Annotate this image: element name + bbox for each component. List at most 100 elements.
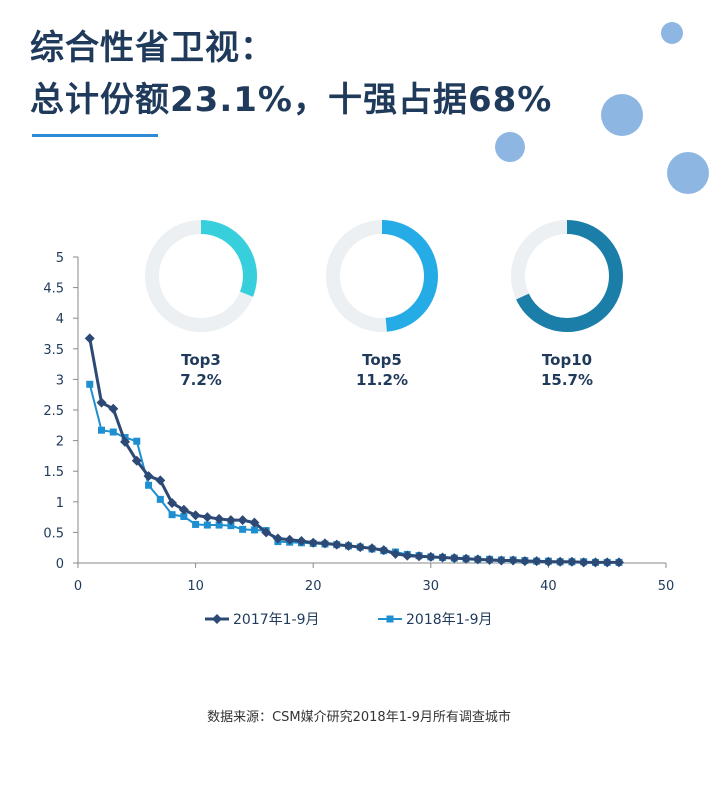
- data-point-2017: [272, 533, 283, 544]
- decor-bubble-2: [601, 94, 643, 136]
- data-point-2017: [414, 551, 425, 562]
- series-line-0: [88, 338, 619, 564]
- x-tick-label: 20: [305, 579, 322, 594]
- data-point-2018: [203, 521, 211, 529]
- title-line-1: 综合性省卫视：: [30, 28, 275, 68]
- data-point-2017: [237, 515, 248, 526]
- donut-name: Top3: [181, 351, 221, 369]
- donut-value: 7.2%: [180, 371, 222, 389]
- y-tick-label: 4: [56, 312, 64, 327]
- donut-value: 11.2%: [355, 371, 409, 389]
- data-point-2017: [390, 548, 401, 559]
- data-point-2017: [402, 550, 413, 561]
- data-point-2017: [378, 545, 389, 556]
- data-point-2017: [143, 471, 154, 482]
- legend-label: 2018年1-9月: [406, 612, 493, 628]
- y-tick-label: 3: [56, 373, 64, 388]
- y-tick-label: 0.5: [43, 526, 64, 541]
- title-underline: [32, 134, 158, 137]
- data-point-2017: [437, 552, 448, 563]
- x-tick-label: 0: [74, 579, 82, 594]
- legend-marker: [386, 615, 394, 623]
- data-point-2017: [449, 553, 460, 564]
- data-point-2017: [425, 551, 436, 562]
- y-tick-label: 3.5: [43, 343, 64, 358]
- data-point-2017: [202, 512, 213, 523]
- data-point-2017: [155, 475, 166, 486]
- data-point-2017: [496, 555, 507, 566]
- data-point-2018: [168, 511, 176, 519]
- x-tick-label: 50: [658, 579, 675, 594]
- data-point-2017: [308, 537, 319, 548]
- data-point-2017: [566, 556, 577, 567]
- y-tick-label: 1: [56, 496, 64, 511]
- data-point-2017: [543, 556, 554, 567]
- data-point-2017: [214, 513, 225, 524]
- data-point-2017: [249, 517, 260, 528]
- data-point-2018: [145, 481, 153, 489]
- data-point-2017: [319, 538, 330, 549]
- data-point-2017: [296, 535, 307, 546]
- title-line-2: 总计份额23.1%，十强占据68%: [30, 80, 553, 120]
- data-point-2017: [367, 543, 377, 554]
- data-point-2017: [613, 557, 624, 568]
- decor-bubble-4: [667, 152, 709, 194]
- donut-label-top10: Top10 15.7%: [502, 350, 632, 390]
- data-point-2017: [355, 542, 366, 553]
- data-point-2017: [508, 555, 519, 566]
- data-point-2017: [590, 557, 601, 568]
- data-point-2018: [133, 437, 141, 445]
- y-tick-label: 0: [56, 557, 64, 572]
- donut-label-top3: Top3 7.2%: [136, 350, 266, 390]
- donut-arc: [145, 220, 257, 332]
- legend-label: 2017年1-9月: [233, 612, 320, 628]
- data-point-2017: [472, 554, 483, 565]
- donut-top3: [145, 220, 257, 332]
- data-point-2017: [343, 540, 354, 551]
- donut-value: 15.7%: [540, 371, 594, 389]
- data-point-2018: [98, 426, 106, 434]
- donut-name: Top10: [541, 351, 593, 369]
- data-point-2017: [84, 333, 95, 344]
- donut-top10: [511, 220, 623, 332]
- data-point-2018: [86, 380, 94, 388]
- x-tick-label: 10: [187, 579, 204, 594]
- legend-marker: [212, 614, 222, 624]
- data-point-2018: [192, 520, 200, 528]
- data-point-2017: [225, 515, 236, 526]
- data-point-2017: [284, 534, 295, 545]
- data-point-2017: [96, 397, 107, 408]
- y-tick-label: 5: [56, 251, 64, 266]
- series-line-1: [88, 384, 619, 564]
- data-point-2017: [131, 455, 142, 466]
- data-point-2017: [108, 403, 119, 414]
- line-chart: 00.511.522.533.544.550 10 20 30 40 502017年1-9…: [43, 251, 675, 628]
- data-point-2018: [109, 428, 117, 436]
- data-point-2017: [461, 553, 472, 564]
- data-point-2017: [190, 510, 201, 521]
- x-tick-label: 40: [540, 579, 557, 594]
- data-point-2017: [261, 527, 272, 538]
- y-tick-label: 2.5: [43, 404, 64, 419]
- donut-top5: [326, 220, 438, 332]
- decor-bubble-1: [661, 22, 683, 44]
- data-point-2017: [555, 556, 566, 567]
- donut-label-top5: Top5 11.2%: [317, 350, 447, 390]
- donut-name: Top5: [362, 351, 402, 369]
- data-point-2017: [167, 498, 178, 509]
- y-tick-label: 1.5: [43, 465, 64, 480]
- data-point-2018: [250, 526, 258, 534]
- data-point-2018: [227, 522, 235, 530]
- data-point-2017: [331, 539, 342, 550]
- data-point-2017: [178, 504, 189, 515]
- data-point-2017: [120, 436, 131, 447]
- x-tick-label: 30: [423, 579, 440, 594]
- donut-arc: [511, 220, 623, 332]
- data-point-2018: [239, 525, 247, 533]
- data-point-2018: [215, 521, 223, 529]
- data-point-2017: [519, 556, 530, 567]
- data-point-2018: [180, 512, 188, 520]
- data-point-2017: [484, 554, 495, 565]
- y-tick-label: 4.5: [43, 282, 64, 297]
- data-point-2018: [156, 495, 164, 503]
